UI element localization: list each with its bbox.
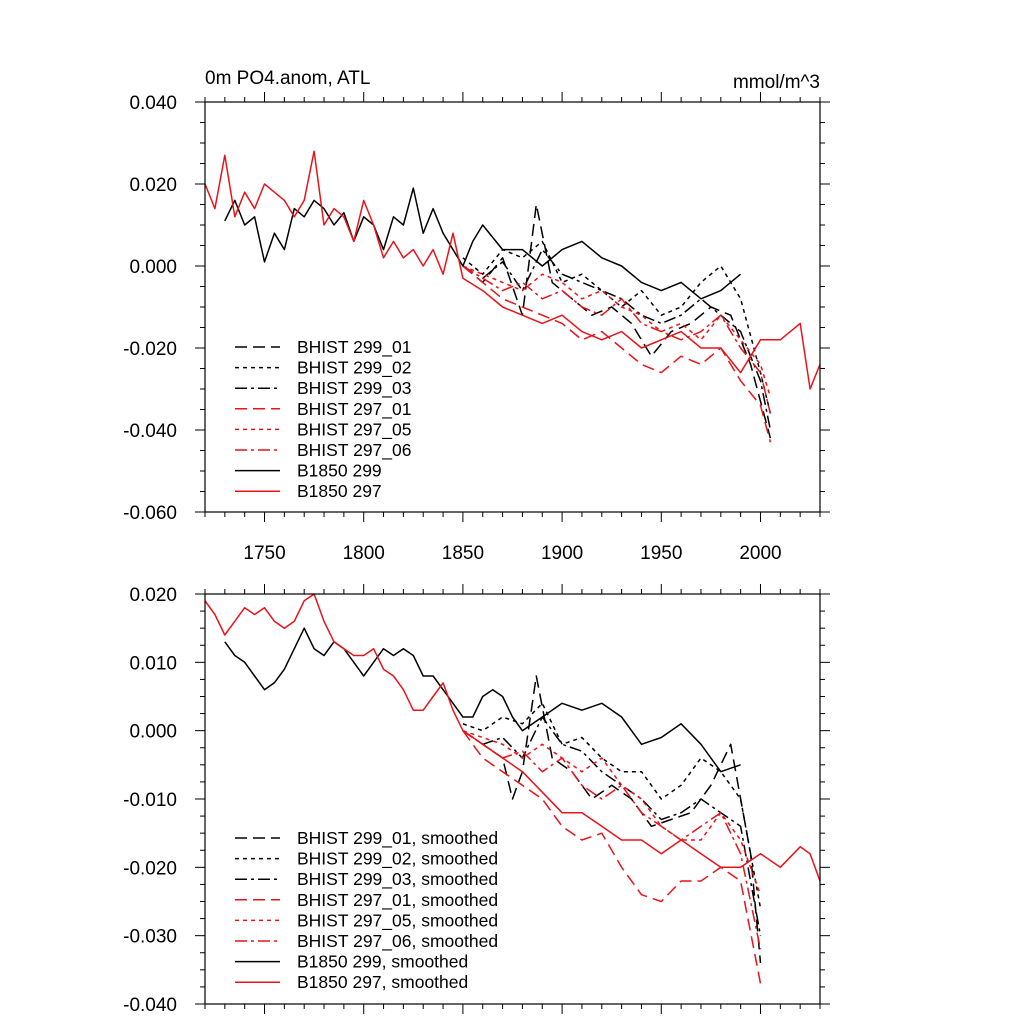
legend-label-1-3: BHIST 297_01, smoothed [297,890,498,911]
y-tick-label-1-5: -0.030 [123,927,177,948]
series-line-0-5 [462,265,772,414]
series-line-1-0 [462,675,762,964]
legend-label-1-5: BHIST 297_06, smoothed [297,931,498,952]
y-tick-label-1-6: -0.040 [123,995,177,1016]
top-panel-title: 0m PO4.anom, ATL [205,68,370,89]
top-panel-ticks: 1750 1800 1850 1900 1950 2000 0.040 0.020 0.000 -… [123,92,830,564]
top-panel: 0m PO4.anom, ATL mmol/m^3 1750 1800 1850 19… [123,68,830,564]
y-tick-label-0-2: 0.000 [129,257,177,278]
series-line-0-0 [462,203,772,439]
series-line-1-6 [224,627,741,773]
y-tick-label-0-5: -0.060 [123,503,177,524]
legend-label-1-6: B1850 299, smoothed [297,952,468,972]
series-line-1-1 [462,702,762,909]
series-line-1-4 [462,729,762,895]
series-line-1-2 [462,716,762,936]
y-tick-label-1-4: -0.020 [123,858,177,879]
top-panel-marks [204,150,821,443]
y-tick-label-1-1: 0.010 [129,653,177,674]
legend-label-1-4: BHIST 297_05, smoothed [297,910,498,931]
legend-label-1-2: BHIST 299_03, smoothed [297,869,498,890]
legend-label-0-5: BHIST 297_06 [297,440,411,461]
bottom-panel-ticks: 0.020 0.010 0.000 -0.010 -0.020 -0.030 -0.040 [123,584,830,1016]
legend-label-0-2: BHIST 299_03 [297,378,411,399]
series-line-1-5 [462,730,762,950]
legend-label-0-0: BHIST 299_01 [297,337,411,358]
bottom-panel-marks [204,593,821,984]
y-tick-label-0-0: 0.040 [129,93,177,114]
series-line-0-4 [462,265,772,398]
top-panel-units: mmol/m^3 [733,72,820,93]
x-tick-label-0-1900: 1900 [541,543,583,564]
legend-label-0-3: BHIST 297_01 [297,399,411,420]
y-tick-label-1-3: -0.010 [123,790,177,811]
x-tick-label-0-1750: 1750 [243,543,285,564]
series-line-0-3 [462,265,772,443]
series-line-1-3 [462,730,762,984]
x-tick-label-0-1800: 1800 [343,543,385,564]
y-tick-label-1-2: 0.000 [129,722,177,743]
series-line-0-7 [204,150,821,390]
x-tick-label-0-1950: 1950 [640,543,682,564]
legend-label-0-1: BHIST 299_02 [297,358,411,379]
y-tick-label-0-3: -0.020 [123,339,177,360]
legend-label-0-4: BHIST 297_05 [297,419,411,440]
y-tick-label-0-1: 0.020 [129,175,177,196]
legend-label-1-0: BHIST 299_01, smoothed [297,828,498,849]
legend-label-1-7: B1850 297, smoothed [297,972,468,992]
y-tick-label-0-4: -0.040 [123,421,177,442]
bottom-panel: 0.0200.0100.000-0.010-0.020-0.030-0.040 … [123,584,830,1016]
y-tick-label-1-0: 0.020 [129,585,177,606]
x-tick-label-0-2000: 2000 [739,543,781,564]
legend-label-1-1: BHIST 299_02, smoothed [297,849,498,870]
series-line-0-6 [224,187,742,300]
legend-label-0-7: B1850 297 [297,481,382,501]
series-line-1-7 [204,593,821,882]
x-tick-label-0-1850: 1850 [442,543,484,564]
series-line-0-1 [462,240,772,414]
legend-label-0-6: B1850 299 [297,461,382,481]
